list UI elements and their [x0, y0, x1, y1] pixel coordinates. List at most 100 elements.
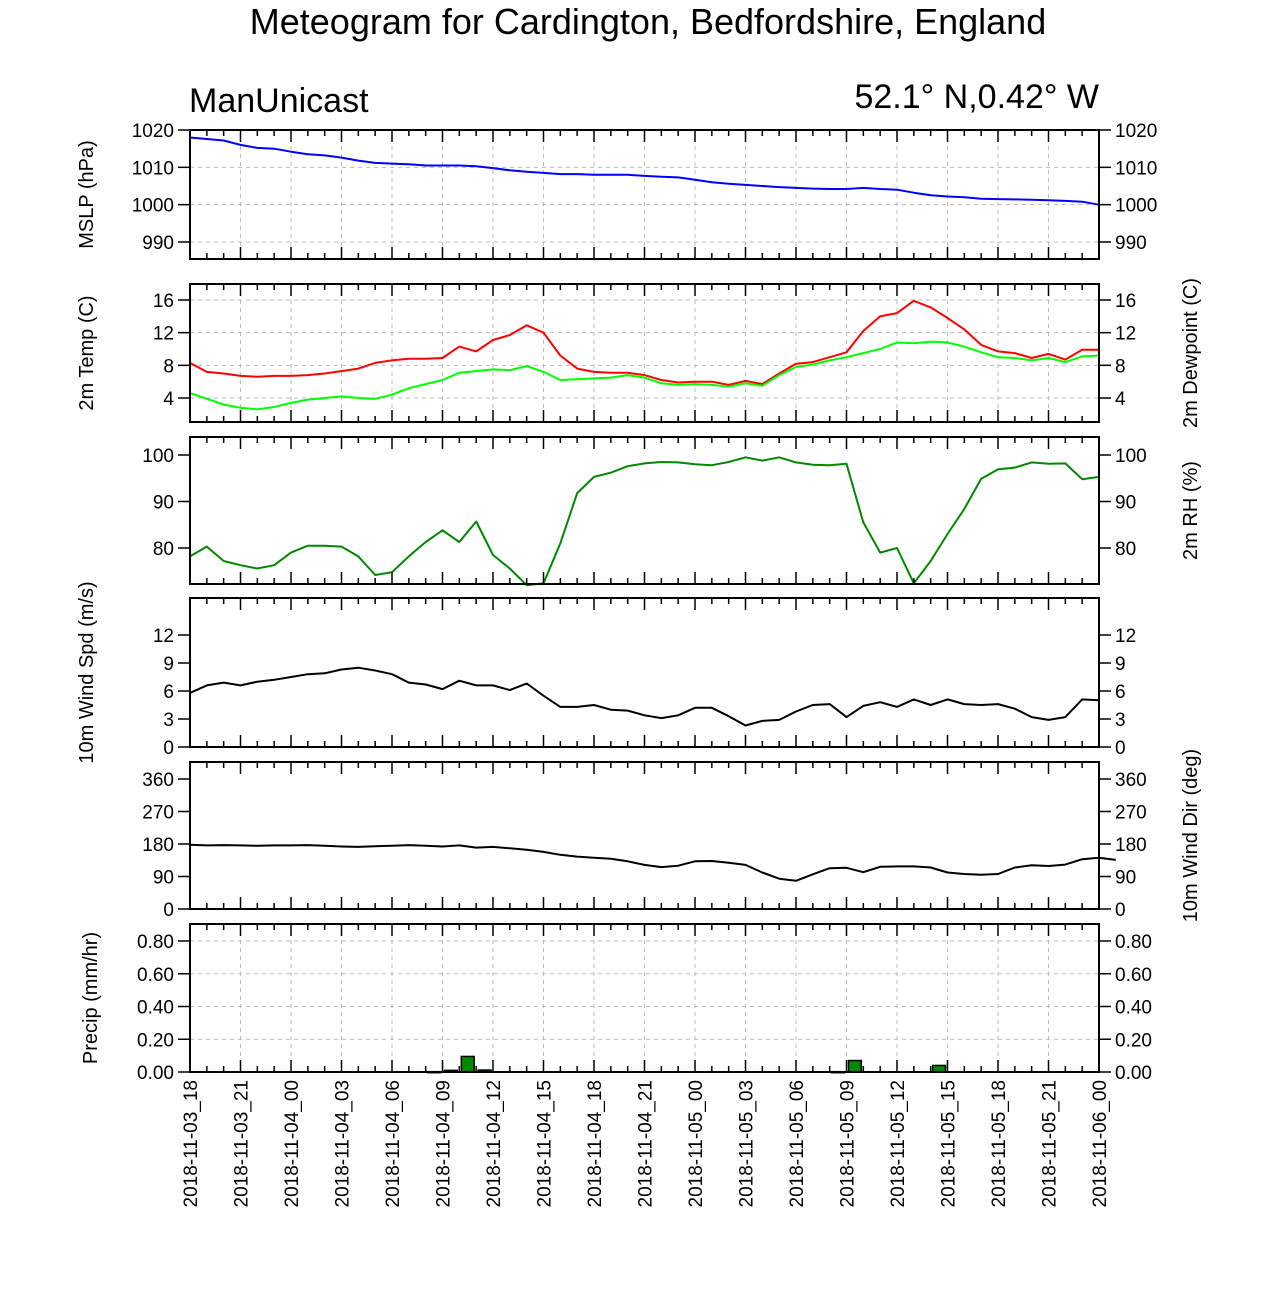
- x-tick-label: 2018-11-04_03: [333, 1080, 354, 1207]
- y-tick-label-left: 4: [163, 389, 174, 410]
- y-tick-label-left: 1000: [132, 196, 174, 217]
- panel-temp: 4 4 8 8 12 12 16 16 2m Temp (C) 2m Dewpoint (C): [76, 278, 1202, 428]
- y-tick-label-right: 12: [1115, 626, 1136, 647]
- y-tick-label-right: 360: [1115, 770, 1147, 791]
- y-tick-label-right: 90: [1115, 868, 1136, 889]
- y-tick-label-right: 0.20: [1115, 1030, 1152, 1051]
- y-tick-label-right: 1010: [1115, 158, 1157, 179]
- y-axis-label-left: 10m Wind Spd (m/s): [76, 581, 98, 763]
- x-tick-label: 2018-11-05_03: [737, 1080, 758, 1207]
- x-tick-label: 2018-11-05_15: [939, 1080, 960, 1207]
- y-tick-label-right: 0: [1115, 900, 1126, 921]
- y-tick-label-left: 0.20: [137, 1030, 174, 1051]
- panel-wspd: 0 0 3 3 6 6 9 9 12 12 10m Wind Spd (m/s): [76, 581, 1136, 763]
- y-tick-label-left: 16: [153, 291, 174, 312]
- x-tick-label: 2018-11-04_15: [535, 1080, 556, 1207]
- x-tick-label: 2018-11-05_09: [838, 1080, 859, 1207]
- location-coords: 52.1° N,0.42° W: [854, 78, 1099, 116]
- y-tick-label-right: 100: [1115, 446, 1147, 467]
- y-tick-label-left: 0.40: [137, 998, 174, 1019]
- y-tick-label-left: 90: [153, 493, 174, 514]
- y-tick-label-left: 180: [142, 835, 174, 856]
- y-tick-label-left: 1020: [132, 121, 174, 142]
- panel-mslp: 990 990 1000 1000 1010 1010 1020 1020 MSLP (hPa): [76, 121, 1157, 260]
- panel-frame: [189, 761, 1100, 910]
- y-tick-label-right: 990: [1115, 233, 1147, 254]
- y-tick-label-left: 0.60: [137, 965, 174, 986]
- y-tick-label-left: 3: [163, 710, 174, 731]
- precip-bar: [847, 1059, 863, 1073]
- panel-wdir: 0 0 90 90 180 180 270 270 360 360 10m Wind Dir (de…: [142, 749, 1202, 922]
- y-tick-label-right: 1020: [1115, 121, 1157, 142]
- y-tick-label-left: 270: [142, 803, 174, 824]
- precip-bar: [460, 1055, 475, 1073]
- model-name: ManUnicast: [189, 82, 369, 120]
- series-line-mslp-0: [189, 136, 1100, 206]
- x-tick-label: 2018-11-03_21: [232, 1080, 253, 1207]
- x-tick-label: 2018-11-05_06: [787, 1080, 808, 1207]
- y-axis-label-right: 10m Wind Dir (deg): [1180, 749, 1202, 922]
- y-tick-label-right: 4: [1115, 389, 1126, 410]
- y-tick-label-right: 0.00: [1115, 1063, 1152, 1084]
- x-tick-label: 2018-11-04_00: [282, 1080, 303, 1207]
- y-tick-label-left: 0.00: [137, 1063, 174, 1084]
- y-tick-label-left: 80: [153, 539, 174, 560]
- chart-title: Meteogram for Cardington, Bedfordshire, …: [250, 1, 1046, 42]
- panel-frame: [189, 283, 1100, 423]
- y-tick-label-left: 12: [153, 324, 174, 345]
- y-tick-label-right: 0.40: [1115, 998, 1152, 1019]
- series-line-temp-0: [189, 299, 1099, 386]
- y-tick-label-left: 12: [153, 626, 174, 647]
- x-tick-label: 2018-11-04_06: [383, 1080, 404, 1207]
- y-tick-label-right: 270: [1115, 803, 1147, 824]
- y-tick-label-left: 1010: [132, 158, 174, 179]
- y-tick-label-right: 6: [1115, 682, 1126, 703]
- x-tick-label: 2018-11-05_00: [686, 1080, 707, 1207]
- y-tick-label-left: 360: [142, 770, 174, 791]
- y-tick-label-right: 0.60: [1115, 965, 1152, 986]
- time-axis: 2018-11-03_18 2018-11-03_21 2018-11-04_00 2…: [181, 1080, 1111, 1207]
- x-tick-label: 2018-11-03_18: [181, 1080, 202, 1207]
- y-tick-label-left: 6: [163, 682, 174, 703]
- y-tick-label-right: 0.80: [1115, 932, 1152, 953]
- series-line-temp-1: [189, 340, 1100, 411]
- x-tick-label: 2018-11-05_21: [1040, 1080, 1061, 1207]
- y-axis-label-left: MSLP (hPa): [76, 140, 98, 249]
- y-axis-label-right: 2m RH (%): [1180, 461, 1202, 560]
- x-tick-label: 2018-11-05_18: [989, 1080, 1010, 1207]
- y-tick-label-left: 9: [163, 654, 174, 675]
- y-tick-label-right: 3: [1115, 710, 1126, 731]
- x-tick-label: 2018-11-05_12: [888, 1080, 909, 1207]
- y-tick-label-left: 0: [163, 738, 174, 759]
- series-line-rh-0: [189, 456, 1100, 587]
- y-tick-label-right: 80: [1115, 539, 1136, 560]
- y-tick-label-right: 16: [1115, 291, 1136, 312]
- x-tick-label: 2018-11-04_12: [484, 1080, 505, 1207]
- panel-rh: 80 80 90 90 100 100 2m RH (%): [142, 436, 1202, 587]
- series-line-wspd-0: [189, 666, 1100, 727]
- x-tick-label: 2018-11-04_09: [434, 1080, 455, 1207]
- y-tick-label-left: 990: [142, 233, 174, 254]
- x-tick-label: 2018-11-04_18: [585, 1080, 606, 1207]
- x-tick-label: 2018-11-06_00: [1090, 1080, 1111, 1207]
- y-tick-label-left: 0.80: [137, 932, 174, 953]
- y-tick-label-left: 8: [163, 356, 174, 377]
- y-tick-label-left: 0: [163, 900, 174, 921]
- y-tick-label-right: 90: [1115, 493, 1136, 514]
- y-tick-label-right: 1000: [1115, 196, 1157, 217]
- y-axis-label-left: Precip (mm/hr): [80, 932, 102, 1064]
- y-tick-label-left: 90: [153, 868, 174, 889]
- x-tick-label: 2018-11-04_21: [636, 1080, 657, 1207]
- y-tick-label-left: 100: [142, 446, 174, 467]
- panel-precip: 0.00 0.00 0.20 0.20 0.40 0.40 0.60 0.60 0.80 0.80…: [80, 923, 1152, 1084]
- y-axis-label-right: 2m Dewpoint (C): [1180, 278, 1202, 428]
- y-tick-label-right: 12: [1115, 324, 1136, 345]
- series-line-wdir-0: [189, 843, 1116, 882]
- y-tick-label-right: 9: [1115, 654, 1126, 675]
- y-tick-label-right: 0: [1115, 738, 1126, 759]
- y-axis-label-left: 2m Temp (C): [76, 295, 98, 410]
- y-tick-label-right: 180: [1115, 835, 1147, 856]
- y-tick-label-right: 8: [1115, 356, 1126, 377]
